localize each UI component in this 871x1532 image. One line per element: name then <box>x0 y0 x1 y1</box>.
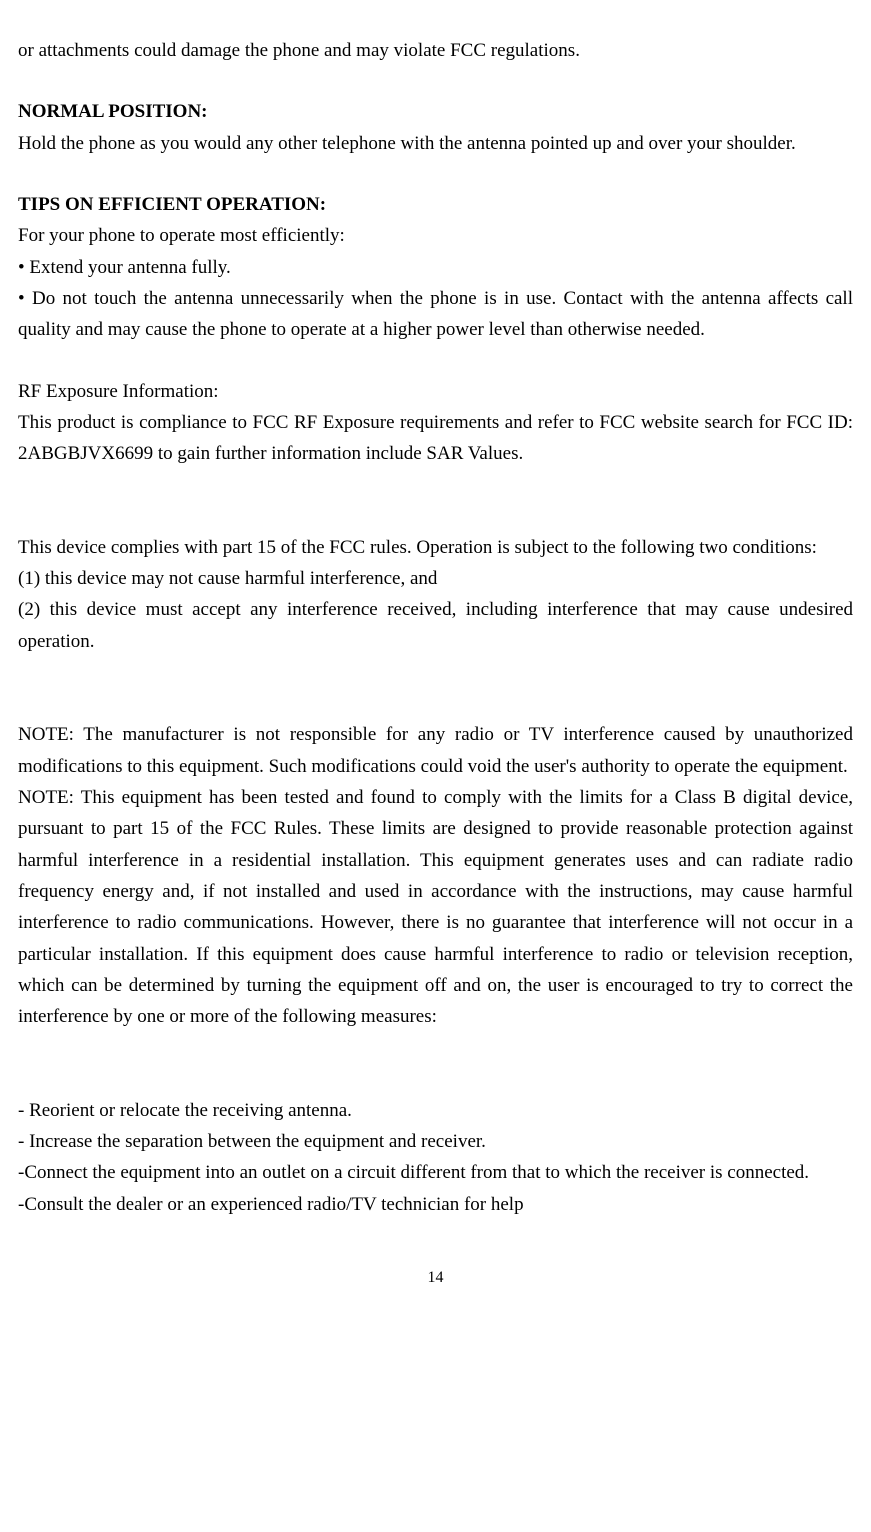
normal-position-heading: NORMAL POSITION: <box>18 96 853 127</box>
part15-condition-2: (2) this device must accept any interfer… <box>18 594 853 657</box>
spacer <box>18 470 853 532</box>
measure-1: - Reorient or relocate the receiving ant… <box>18 1095 853 1126</box>
normal-position-text: Hold the phone as you would any other te… <box>18 128 853 159</box>
measure-4: -Consult the dealer or an experienced ra… <box>18 1189 853 1220</box>
spacer <box>18 66 853 96</box>
spacer <box>18 159 853 189</box>
intro-text: or attachments could damage the phone an… <box>18 35 853 66</box>
spacer <box>18 346 853 376</box>
rf-exposure-text: This product is compliance to FCC RF Exp… <box>18 407 853 470</box>
rf-exposure-heading: RF Exposure Information: <box>18 376 853 407</box>
note-2: NOTE: This equipment has been tested and… <box>18 782 853 1033</box>
part15-intro: This device complies with part 15 of the… <box>18 532 853 563</box>
spacer <box>18 1033 853 1095</box>
spacer <box>18 657 853 719</box>
part15-condition-1: (1) this device may not cause harmful in… <box>18 563 853 594</box>
tips-heading: TIPS ON EFFICIENT OPERATION: <box>18 189 853 220</box>
measure-2: - Increase the separation between the eq… <box>18 1126 853 1157</box>
tips-bullet-1: • Extend your antenna fully. <box>18 252 853 283</box>
tips-intro: For your phone to operate most efficient… <box>18 220 853 251</box>
tips-bullet-2: • Do not touch the antenna unnecessarily… <box>18 283 853 346</box>
measure-3: -Connect the equipment into an outlet on… <box>18 1157 853 1188</box>
page-number: 14 <box>18 1265 853 1291</box>
note-1: NOTE: The manufacturer is not responsibl… <box>18 719 853 782</box>
